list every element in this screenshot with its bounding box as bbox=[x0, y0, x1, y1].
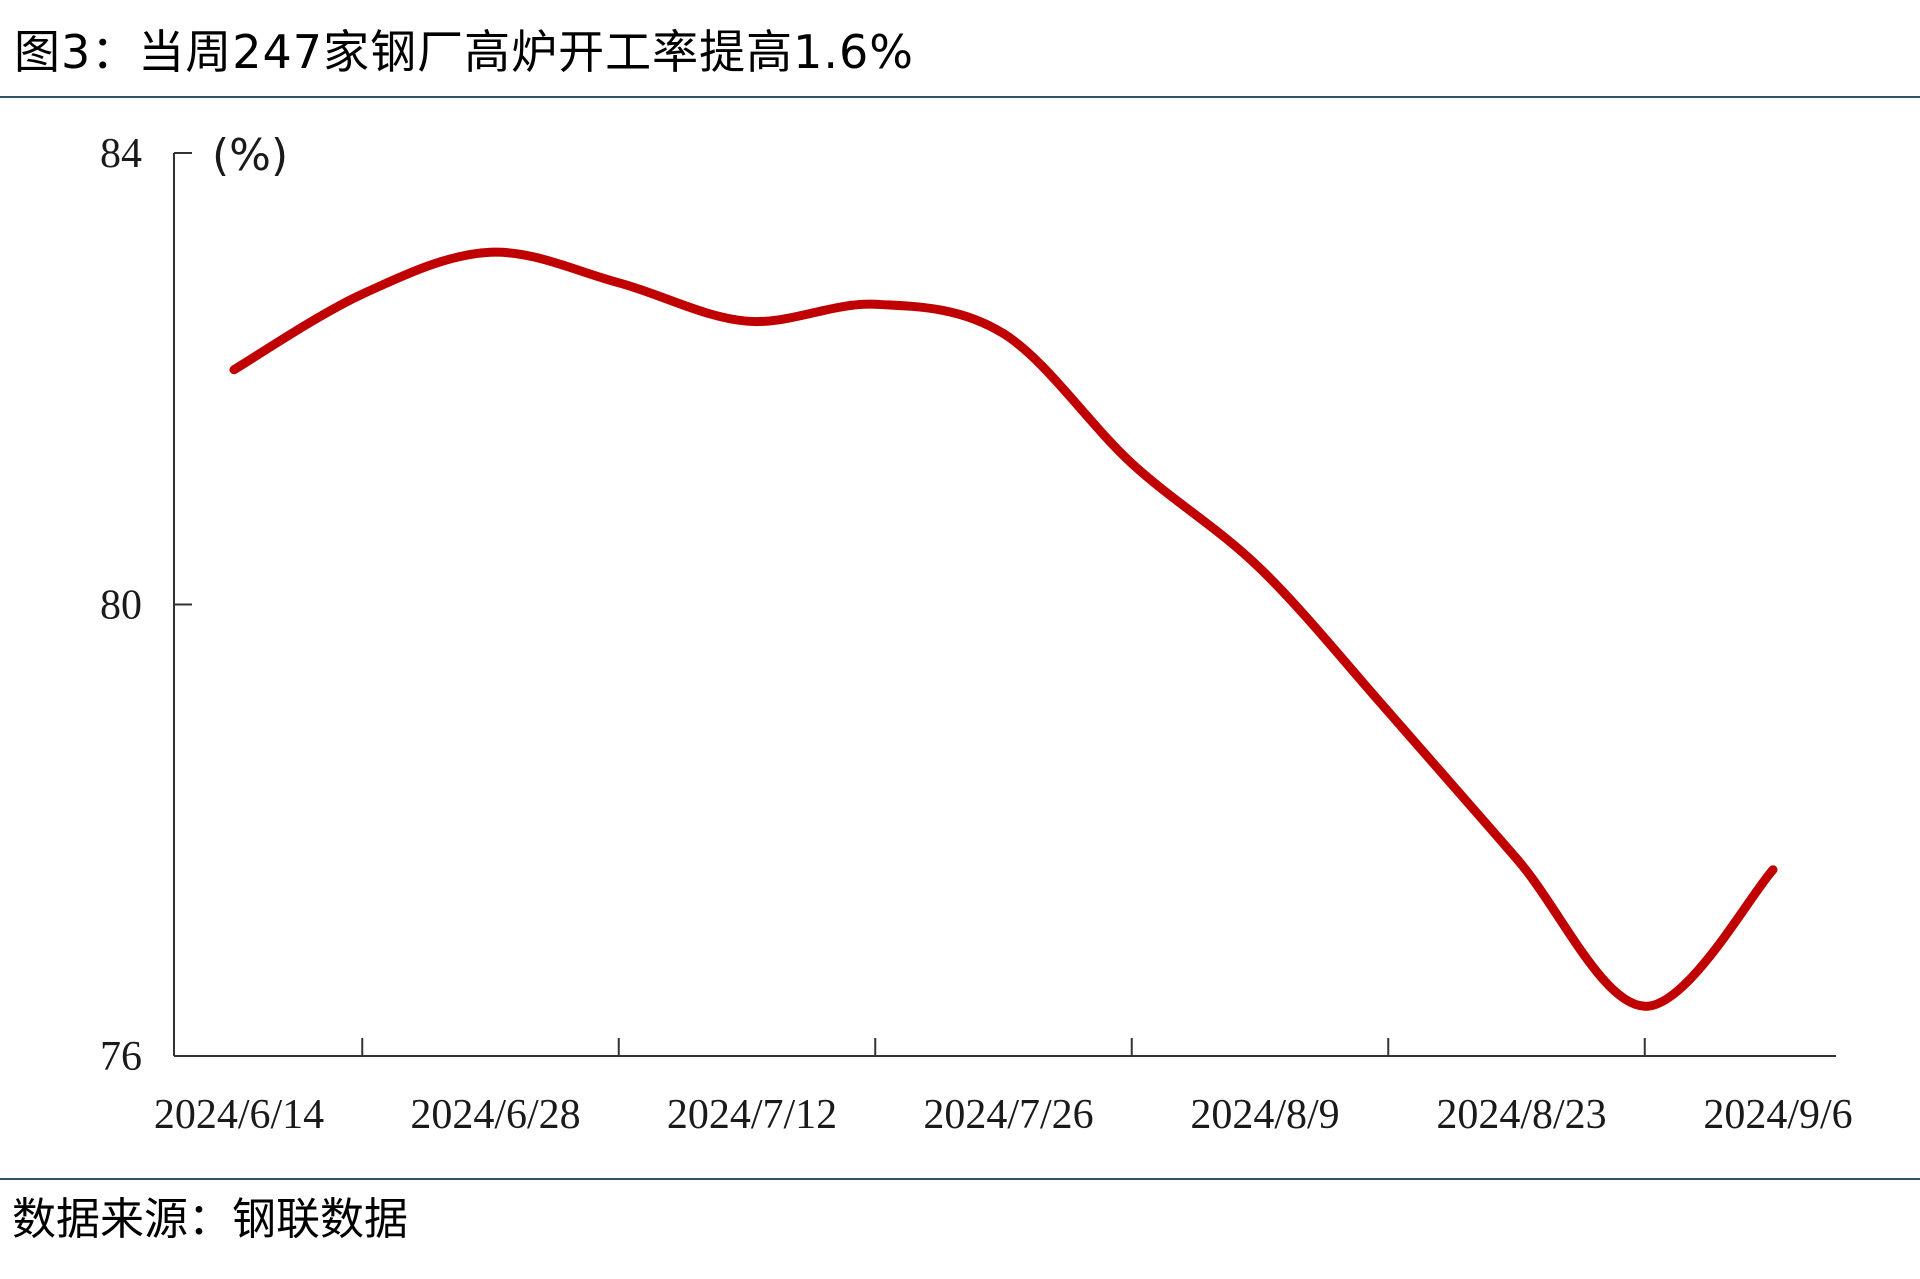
y-axis-unit-label: (%) bbox=[212, 130, 288, 181]
chart-axes bbox=[173, 153, 1836, 1057]
x-tick-label: 2024/6/14 bbox=[154, 1092, 324, 1138]
series-line bbox=[229, 247, 1778, 1011]
line-chart: 84 80 76 2024/6/14 2024/6/28 2024/7/12 2024/7… bbox=[100, 130, 1853, 1138]
x-tick-label: 2024/7/12 bbox=[667, 1092, 837, 1138]
series-layer bbox=[229, 247, 1778, 1011]
x-tick-label: 2024/9/6 bbox=[1703, 1092, 1852, 1138]
y-axis-ticks: 84 80 76 bbox=[100, 131, 192, 1080]
y-tick-label: 76 bbox=[100, 1034, 142, 1080]
y-tick-label: 80 bbox=[100, 583, 142, 629]
chart-title: 图3：当周247家钢厂高炉开工率提高1.6% bbox=[14, 25, 914, 79]
x-tick-label: 2024/7/26 bbox=[923, 1092, 1093, 1138]
title-divider bbox=[0, 96, 1920, 98]
x-tick-label: 2024/8/23 bbox=[1436, 1092, 1606, 1138]
source-note: 数据来源：钢联数据 bbox=[12, 1194, 408, 1245]
y-tick-label: 84 bbox=[100, 131, 142, 177]
x-tick-label: 2024/8/9 bbox=[1190, 1092, 1339, 1138]
x-axis-ticks: 2024/6/14 2024/6/28 2024/7/12 2024/7/26 2024… bbox=[154, 1038, 1853, 1138]
source-divider bbox=[0, 1178, 1920, 1180]
x-tick-label: 2024/6/28 bbox=[410, 1092, 580, 1138]
